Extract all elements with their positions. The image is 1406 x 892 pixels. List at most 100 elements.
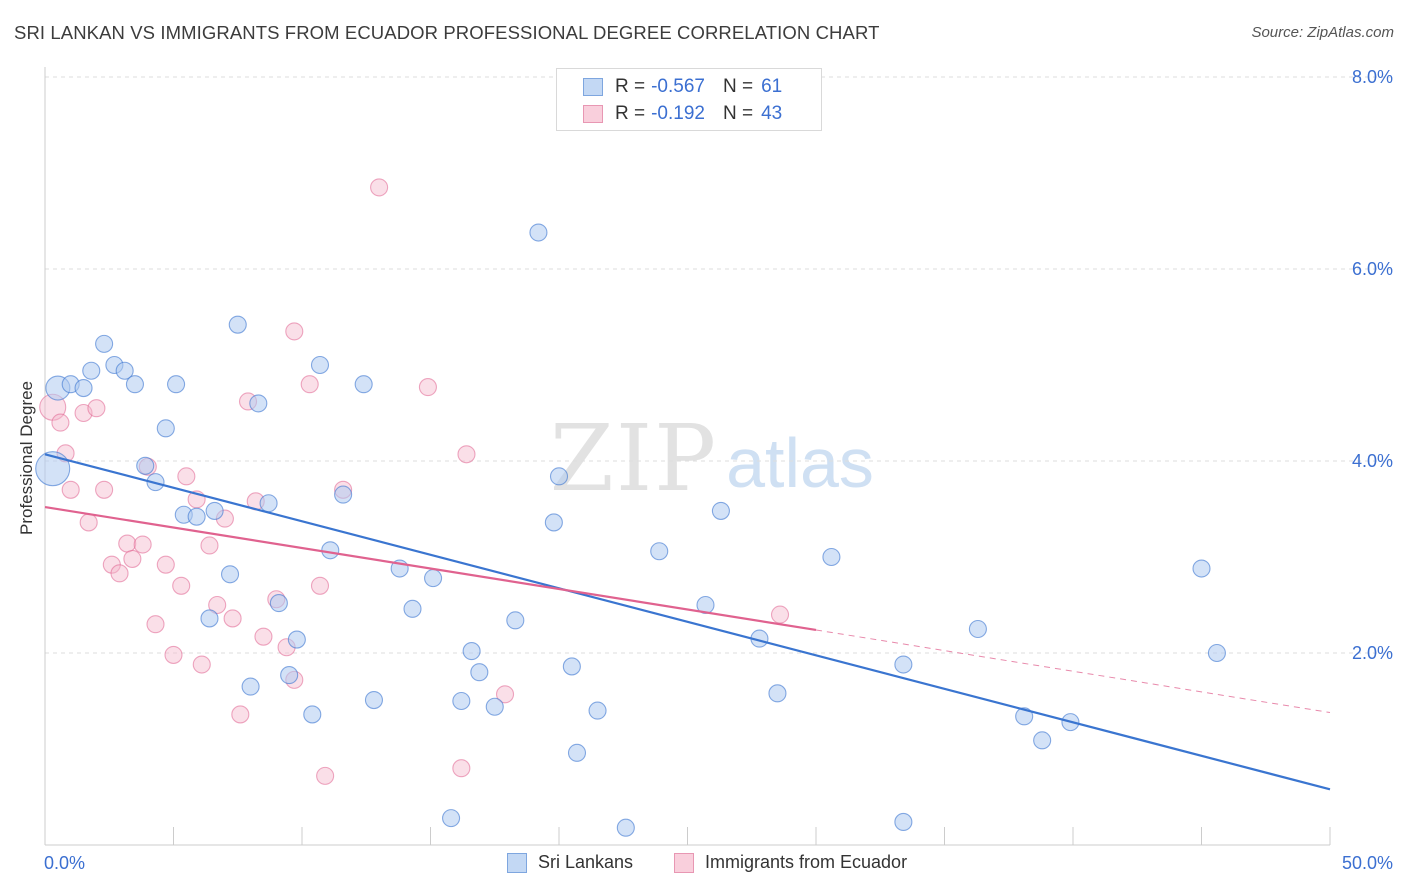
sri-lankan-point: [187, 507, 206, 526]
sri-lankan-point: [462, 642, 481, 661]
ecuador-point: [177, 467, 196, 486]
sri-lankan-point: [167, 375, 186, 394]
ecuador-point: [110, 564, 129, 583]
sri-lankan-point: [768, 684, 787, 703]
sri-lankan-point: [156, 419, 175, 438]
ecuador-point: [123, 549, 142, 568]
sri-lankan-point: [894, 655, 913, 674]
sri-lankan-point: [334, 485, 353, 504]
legend-r-value: -0.192: [651, 103, 705, 124]
source-label: Source: ZipAtlas.com: [1251, 24, 1394, 41]
watermark-atlas: atlas: [726, 424, 874, 502]
ecuador-point: [285, 322, 304, 341]
ecuador-point: [208, 595, 227, 615]
sri-lankan-point: [35, 451, 71, 487]
ecuador-point: [370, 178, 389, 197]
sri-lankan-point: [136, 456, 155, 475]
watermark-zip: ZIP: [550, 405, 718, 512]
y-tick-label: 8.0%: [1352, 67, 1393, 87]
sri-lankan-point: [82, 361, 101, 380]
blue-points: [35, 223, 1226, 837]
tick-labels: 2.0% 4.0% 6.0% 8.0% 0.0% 50.0%: [44, 67, 1393, 873]
ecuador-point: [316, 766, 335, 785]
trendlines: [44, 453, 1331, 791]
series-legend: Sri Lankans Immigrants from Ecuador: [0, 852, 1406, 878]
sri-lankan-point: [1207, 643, 1226, 663]
sri-lankan-point: [470, 663, 489, 682]
sri-lankan-point: [442, 809, 461, 828]
y-axis-label: Professional Degree: [17, 380, 36, 536]
ecuador-point: [133, 535, 152, 554]
sri-lankan-point: [205, 501, 224, 520]
ecuador-point: [310, 576, 330, 595]
legend-item-sri-lankans[interactable]: Sri Lankans: [507, 852, 633, 873]
sri-lankan-point: [506, 611, 525, 630]
sri-lankan-point: [228, 315, 247, 334]
ecuador-point: [79, 513, 98, 532]
ecuador-point: [192, 655, 211, 674]
ecuador-point: [156, 555, 175, 574]
sri-lankan-point: [403, 599, 422, 618]
y-tick-label: 4.0%: [1352, 451, 1393, 471]
sri-lankan-point: [269, 594, 288, 613]
ecuador-point: [87, 399, 106, 418]
ecuador-point: [452, 759, 471, 778]
sri-lankan-point: [485, 697, 504, 716]
sri-lankan-point: [1192, 559, 1211, 578]
legend-r-label: R =: [615, 103, 646, 124]
correlation-legend: R = -0.567 N = 61 R = -0.192 N = 43: [556, 68, 822, 131]
watermark: ZIP atlas: [550, 405, 874, 512]
chart-title: SRI LANKAN VS IMMIGRANTS FROM ECUADOR PR…: [14, 22, 880, 43]
sri-lankan-point: [310, 355, 330, 375]
ecuador-point: [254, 627, 273, 646]
legend-item-ecuador[interactable]: Immigrants from Ecuador: [674, 852, 907, 873]
sri-lankan-point: [529, 223, 548, 242]
sri-lankan-point: [822, 547, 841, 567]
sri-lankan-point: [1015, 707, 1034, 726]
x-tick-label: 50.0%: [1342, 853, 1393, 873]
x-tick-label: 0.0%: [44, 853, 85, 873]
legend-r-label: R =: [615, 76, 646, 97]
sri-lankan-point: [95, 334, 114, 353]
sri-lankan-point: [280, 666, 299, 685]
sri-lankan-point: [249, 394, 268, 413]
pink-points: [39, 178, 790, 785]
sri-lankan-point: [562, 657, 581, 676]
gridlines: [45, 76, 1392, 654]
legend-n-value: 43: [761, 103, 783, 124]
y-tick-label: 2.0%: [1352, 643, 1393, 663]
sri-lankan-point: [452, 691, 471, 711]
sri-lankan-point: [588, 701, 607, 720]
legend-swatch-pink: [674, 852, 694, 873]
sri-lankan-point: [424, 569, 443, 588]
ecuador-point: [300, 375, 319, 394]
ecuador-point: [164, 645, 183, 664]
sri-lankan-point: [354, 375, 373, 394]
ecuador-point: [118, 534, 137, 553]
sri-lankan-point: [544, 513, 563, 532]
sri-lankan-point: [650, 542, 669, 561]
legend-n-label: N =: [722, 103, 754, 124]
sri-lankan-point: [364, 690, 384, 710]
ecuador-point: [95, 480, 114, 499]
ecuador-point: [51, 413, 70, 432]
sri-lankan-point: [616, 818, 635, 837]
sri-lankan-point: [125, 375, 144, 394]
legend-r-value: -0.567: [651, 76, 705, 97]
sri-lankan-point: [968, 619, 987, 639]
legend-row-sri-lankans: R = -0.567 N = 61: [583, 75, 782, 99]
ecuador-point: [61, 480, 80, 499]
sri-lankans-trendline: [44, 453, 1331, 791]
sri-lankan-point: [220, 565, 240, 584]
sri-lankan-point: [567, 743, 587, 762]
ecuador-point: [495, 685, 515, 704]
ecuador-point: [223, 609, 242, 628]
ecuador-point: [418, 378, 437, 397]
sri-lankan-point: [321, 541, 340, 560]
legend-swatch-blue: [583, 78, 603, 96]
sri-lankan-point: [115, 361, 134, 380]
legend-n-value: 61: [761, 76, 783, 97]
sri-lankan-point: [287, 630, 306, 649]
ecuador-point: [172, 576, 191, 595]
